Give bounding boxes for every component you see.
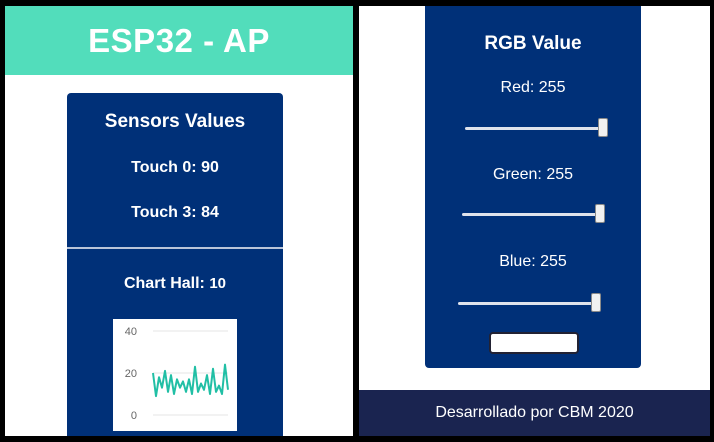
app-title: ESP32 - AP bbox=[5, 6, 353, 75]
hall-chart-svg: 0 20 40 bbox=[125, 326, 229, 422]
send-color-button[interactable] bbox=[489, 332, 579, 354]
blue-slider-thumb[interactable] bbox=[591, 293, 601, 312]
rgb-title: RGB Value bbox=[484, 33, 582, 54]
red-label-text: Red: bbox=[500, 79, 535, 96]
green-slider-thumb[interactable] bbox=[595, 204, 605, 223]
hall-series-line-0 bbox=[152, 363, 229, 398]
sensors-card: Sensors Values Touch 0: 90 Touch 3: 84 C… bbox=[67, 93, 283, 436]
touch0-label: Touch 0: bbox=[131, 159, 197, 176]
hall-value: 10 bbox=[209, 275, 227, 292]
red-value: 255 bbox=[538, 79, 566, 96]
red-slider-thumb[interactable] bbox=[598, 118, 608, 137]
rgb-card: RGB Value Red: 255 Green: 255 Blue: 255 bbox=[425, 6, 641, 368]
green-slider-track[interactable] bbox=[462, 213, 605, 216]
hall-chart: 0 20 40 bbox=[113, 319, 237, 431]
hall-reading: Chart Hall: 10 bbox=[67, 275, 283, 293]
green-label-text: Green: bbox=[492, 166, 542, 183]
touch0-reading: Touch 0: 90 bbox=[67, 159, 283, 177]
y-tick-label-0: 0 bbox=[131, 410, 137, 422]
blue-value: 255 bbox=[540, 253, 567, 270]
touch3-value: 84 bbox=[201, 204, 219, 221]
left-screen: ESP32 - AP Sensors Values Touch 0: 90 To… bbox=[5, 6, 353, 436]
red-label: Red: 255 bbox=[425, 79, 641, 97]
y-tick-label-20: 20 bbox=[125, 368, 137, 380]
touch3-reading: Touch 3: 84 bbox=[67, 204, 283, 222]
blue-slider-track[interactable] bbox=[458, 302, 601, 305]
hall-label: Chart Hall: bbox=[123, 275, 205, 292]
blue-label: Blue: 255 bbox=[425, 253, 641, 271]
touch3-label: Touch 3: bbox=[131, 204, 197, 221]
sensors-title: Sensors Values bbox=[104, 111, 246, 132]
right-screen: RGB Value Red: 255 Green: 255 Blue: 255 … bbox=[359, 6, 710, 436]
blue-label-text: Blue: bbox=[499, 253, 536, 270]
red-slider-track[interactable] bbox=[465, 127, 608, 130]
y-tick-label-40: 40 bbox=[125, 326, 137, 338]
green-label: Green: 255 bbox=[425, 166, 641, 184]
footer-credit: Desarrollado por CBM 2020 bbox=[359, 390, 710, 436]
touch0-value: 90 bbox=[201, 159, 219, 176]
card-divider bbox=[67, 247, 283, 249]
green-value: 255 bbox=[546, 166, 574, 183]
